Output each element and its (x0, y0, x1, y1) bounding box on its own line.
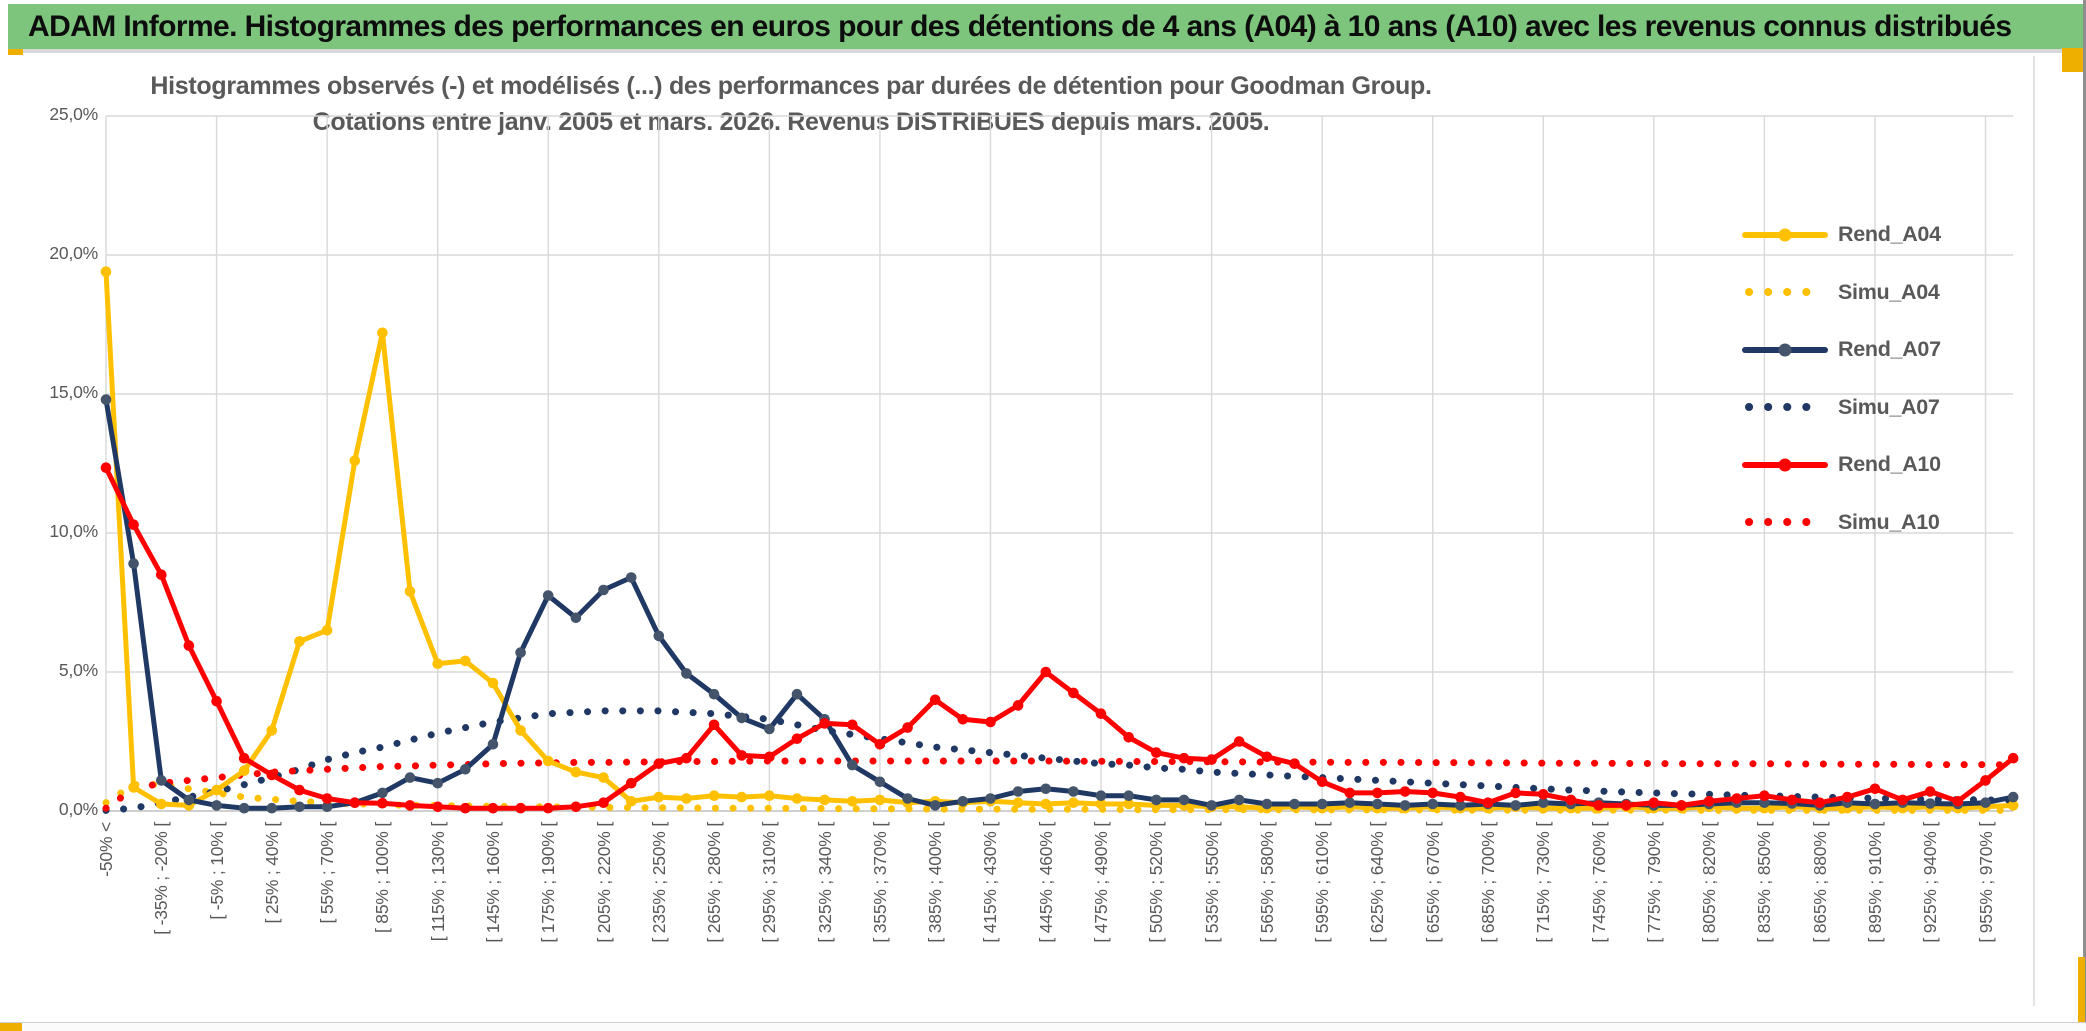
x-axis-category-label: [ 55% ; 70% [ (317, 822, 338, 924)
x-axis-category-label: [ 475% ; 490% [ (1091, 822, 1112, 943)
header-divider (8, 49, 2083, 53)
y-axis-tick-label: 25,0% (49, 104, 98, 124)
x-axis-category-label: [ 445% ; 460% [ (1035, 822, 1056, 943)
x-axis-category-label: [ 265% ; 280% [ (704, 822, 725, 943)
x-axis-category-label: [ 235% ; 250% [ (648, 822, 669, 943)
x-axis-category-label: [ 385% ; 400% [ (925, 822, 946, 943)
horizontal-scrollbar-track[interactable] (0, 1022, 2086, 1031)
legend-label: Rend_A04 (1838, 222, 1941, 247)
y-axis-tick-label: 5,0% (58, 660, 98, 680)
window-right-border (2083, 0, 2086, 1031)
chart-title-line-1: Histogrammes observés (-) et modélisés (… (150, 72, 1432, 100)
legend-label: Simu_A04 (1838, 279, 1940, 304)
x-axis-category-label: [ 655% ; 670% [ (1422, 822, 1443, 943)
legend-item-Simu_A07[interactable]: Simu_A07 (1742, 379, 1941, 437)
y-axis-tick-label: 0,0% (58, 799, 98, 819)
dotted-line-swatch (1745, 518, 1825, 527)
legend-label: Simu_A07 (1838, 394, 1940, 419)
pane-corner-accent-right (2062, 48, 2083, 72)
horizontal-scrollbar-thumb[interactable] (0, 1023, 22, 1031)
x-axis-category-label: [ -5% ; 10% [ (206, 822, 227, 920)
legend-label: Simu_A10 (1838, 509, 1940, 534)
x-axis-category-label: [ 355% ; 370% [ (869, 822, 890, 943)
x-axis-category-label: [ 625% ; 640% [ (1367, 822, 1388, 943)
x-axis-category-label: [ 895% ; 910% [ (1864, 822, 1885, 943)
pane-corner-accent-left (8, 49, 23, 55)
x-axis-category-label: [ 865% ; 880% [ (1809, 822, 1830, 943)
legend-label: Rend_A07 (1838, 337, 1941, 362)
x-axis-category-label: -50% < (96, 822, 116, 877)
x-axis-category-label: [ 85% ; 100% [ (372, 822, 393, 934)
x-axis-category-label: [ 835% ; 850% [ (1754, 822, 1775, 943)
x-axis-category-label: [ 145% ; 160% [ (482, 822, 503, 943)
vertical-scrollbar-thumb[interactable] (2078, 957, 2085, 1031)
legend-item-Rend_A04[interactable]: Rend_A04 (1742, 206, 1941, 264)
x-axis-category-label: [ 775% ; 790% [ (1643, 822, 1664, 943)
solid-line-swatch (1742, 458, 1828, 472)
solid-line-swatch (1742, 343, 1828, 357)
legend-label: Rend_A10 (1838, 452, 1941, 477)
x-axis-category-label: [ 25% ; 40% [ (261, 822, 282, 924)
x-axis-category-label: [ 415% ; 430% [ (980, 822, 1001, 943)
x-axis-category-label: [ 685% ; 700% [ (1478, 822, 1498, 943)
legend-item-Simu_A04[interactable]: Simu_A04 (1742, 264, 1941, 322)
legend-item-Rend_A07[interactable]: Rend_A07 (1742, 321, 1941, 379)
x-axis-category-label: [ 175% ; 190% [ (538, 822, 559, 943)
dotted-line-swatch (1745, 288, 1825, 297)
x-axis-category-label: [ 115% ; 130% [ (427, 822, 448, 942)
title-bar: ADAM Informe. Histogrammes des performan… (8, 4, 2083, 49)
x-axis-category-label: [ 295% ; 310% [ (759, 822, 780, 943)
y-axis-tick-label: 20,0% (49, 243, 98, 263)
x-axis-category-label: [ 955% ; 970% [ (1975, 822, 1996, 943)
chart-legend: Rend_A04 Simu_A04 Rend_A07 Simu_A07 Rend_A10… (1742, 206, 1941, 551)
x-axis-category-label: [ 595% ; 610% [ (1312, 822, 1333, 943)
page-title: ADAM Informe. Histogrammes des performan… (28, 9, 2012, 43)
x-axis-category-label: [ 205% ; 220% [ (593, 822, 614, 943)
y-axis-tick-label: 15,0% (49, 382, 98, 402)
x-axis-category-label: [ 805% ; 820% [ (1699, 822, 1720, 943)
x-axis-category-label: [ 745% ; 760% [ (1588, 822, 1609, 943)
chart-title-line-2: Cotations entre janv. 2005 et mars. 2026… (312, 108, 1270, 136)
x-axis-category-label: [ 535% ; 550% [ (1201, 822, 1222, 943)
x-axis-category-label: [ 565% ; 580% [ (1256, 822, 1277, 943)
x-axis-category-label: [ 325% ; 340% [ (814, 822, 835, 943)
legend-item-Simu_A10[interactable]: Simu_A10 (1742, 494, 1941, 552)
y-axis-tick-label: 10,0% (49, 521, 98, 541)
x-axis-category-label: [ 925% ; 940% [ (1920, 822, 1941, 943)
x-axis-category-label: [ 505% ; 520% [ (1146, 822, 1167, 943)
solid-line-swatch (1742, 228, 1828, 242)
x-axis-category-label: [ 715% ; 730% [ (1533, 822, 1554, 943)
legend-item-Rend_A10[interactable]: Rend_A10 (1742, 436, 1941, 494)
dotted-line-swatch (1745, 403, 1825, 412)
x-axis-category-label: [ -35% ; -20% [ (151, 822, 172, 935)
